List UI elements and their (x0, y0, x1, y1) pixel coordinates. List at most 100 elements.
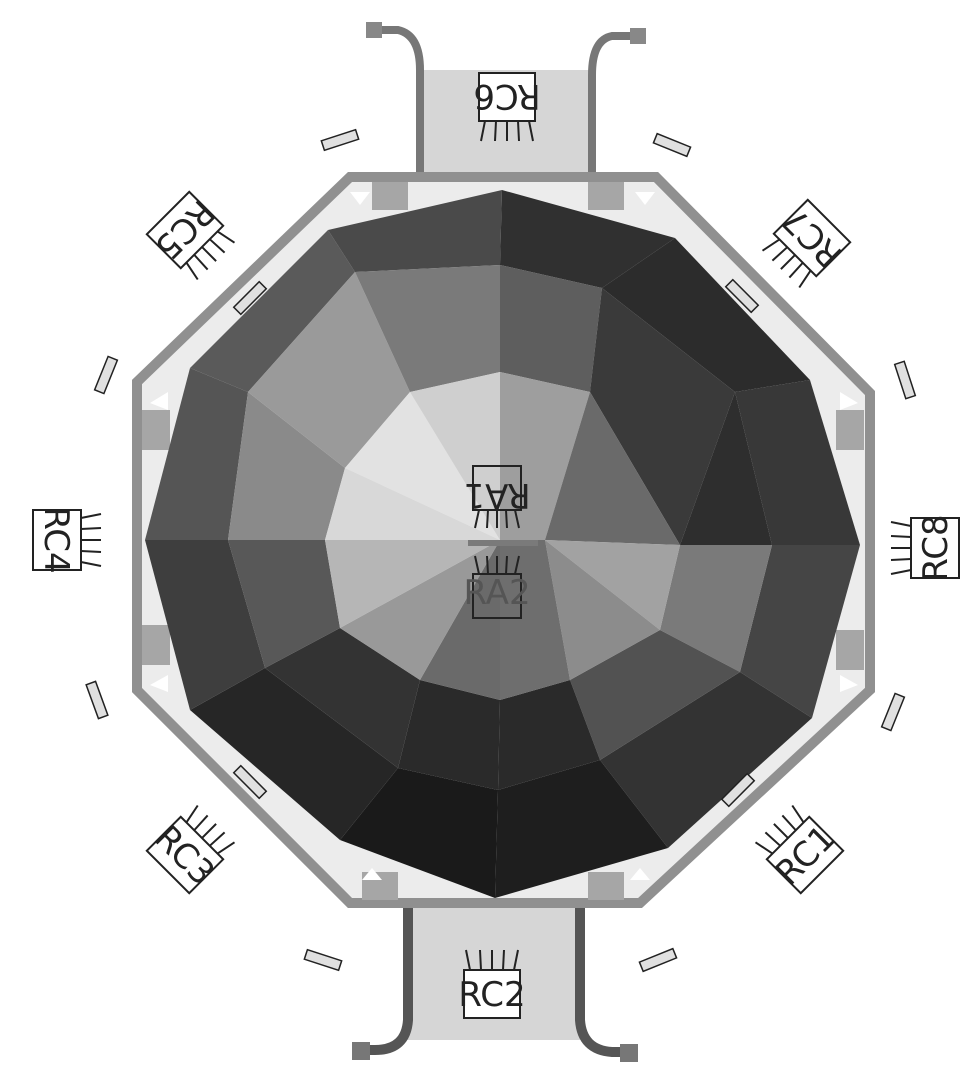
center-connector (468, 540, 538, 546)
right-block-bottom (836, 630, 864, 670)
dome-facet (602, 238, 810, 392)
edge-connector (320, 128, 360, 152)
rc2-label: RC2 (458, 975, 525, 1015)
dome-facet (228, 392, 345, 540)
dome-facet (680, 392, 772, 545)
component-ra1: RA1 (463, 465, 531, 529)
component-leads (890, 521, 912, 575)
dome-facet (545, 540, 680, 630)
top-right-pad (630, 28, 646, 44)
top-block-left (372, 182, 408, 210)
dome-facet (145, 540, 265, 710)
dome-facet (495, 760, 668, 898)
dome-facet (500, 372, 590, 540)
faceted-dome (145, 190, 860, 898)
dome-facet (355, 265, 500, 392)
dome-facet (340, 540, 500, 680)
dome-facet (590, 288, 735, 545)
dome-facet (265, 628, 420, 768)
dome-facet (500, 265, 602, 392)
dome-facet (340, 768, 498, 898)
component-body (910, 517, 960, 579)
dome-facet (570, 630, 740, 760)
corner-triangle (840, 392, 858, 410)
dome-facet (328, 190, 502, 272)
dome-facet (145, 368, 248, 540)
top-left-pad (366, 22, 382, 38)
edge-connector (93, 355, 119, 395)
corner-triangle (635, 192, 655, 205)
ra1-label: RA1 (463, 475, 530, 515)
edge-connector (85, 680, 109, 720)
component-ra2: RA2 (463, 555, 531, 619)
corner-triangle (150, 392, 168, 410)
rc4-label: RC4 (36, 506, 76, 573)
top-right-lead (588, 32, 630, 190)
dome-facet (228, 540, 340, 668)
component-leads (480, 120, 534, 142)
ra2-label: RA2 (463, 573, 530, 613)
top-left-lead (378, 26, 424, 190)
corner-triangle (362, 868, 382, 880)
edge-connector (720, 772, 756, 808)
dome-facet (398, 680, 500, 790)
corner-triangle (350, 192, 370, 205)
corner-triangle (840, 675, 858, 692)
component-leads (761, 238, 812, 289)
component-rc2: RC2 (458, 949, 526, 1019)
corner-triangle (150, 675, 168, 692)
dome-facet (190, 230, 355, 392)
corner-triangle (630, 868, 650, 880)
edge-connector (652, 132, 692, 158)
bottom-block-right (588, 872, 624, 900)
dome-facet (325, 540, 500, 628)
component-leads (474, 509, 520, 529)
dome-facet (660, 545, 772, 672)
component-rc8: RC8 (890, 514, 960, 582)
component-rc1: RC1 (754, 804, 845, 895)
component-leads (474, 555, 520, 575)
dome-facet (248, 272, 410, 468)
right-block-top (836, 410, 864, 450)
dome-facet (500, 540, 570, 700)
bottom-right-pad (620, 1044, 638, 1062)
dome-facet (735, 380, 860, 545)
dome-facet (190, 668, 398, 840)
component-leads (754, 804, 805, 855)
top-block-right (588, 182, 624, 210)
component-rc4: RC4 (32, 506, 102, 574)
dome-facet (500, 190, 675, 288)
component-rc3: RC3 (145, 804, 236, 895)
edge-connector (880, 692, 906, 732)
component-leads (185, 230, 236, 281)
edge-connector (638, 947, 678, 973)
rc6-label: RC6 (473, 76, 540, 116)
bottom-left-pad (352, 1042, 370, 1060)
edge-connector (232, 280, 268, 316)
component-body (478, 72, 536, 122)
dome-facet (410, 372, 500, 540)
dome-facet (325, 468, 500, 540)
dome-facet (545, 540, 660, 680)
left-block-top (142, 410, 170, 450)
component-body (32, 509, 82, 571)
component-leads (465, 949, 519, 971)
bottom-right-lead (575, 880, 625, 1057)
rc8-label: RC8 (916, 514, 956, 581)
edge-connector (724, 278, 760, 314)
component-rc6: RC6 (473, 72, 541, 142)
edge-connectors (85, 128, 917, 973)
dome-facet (545, 392, 680, 545)
dome-facet (498, 680, 600, 790)
edge-connector (232, 764, 268, 800)
component-leads (80, 513, 102, 567)
edge-connector (303, 948, 343, 972)
bottom-left-lead (360, 880, 413, 1055)
edge-connector (893, 360, 917, 400)
dome-facet (345, 392, 500, 540)
dome-facet (420, 540, 500, 700)
left-block-bottom (142, 625, 170, 665)
dome-facet (600, 672, 812, 848)
component-rc5: RC5 (145, 190, 236, 281)
